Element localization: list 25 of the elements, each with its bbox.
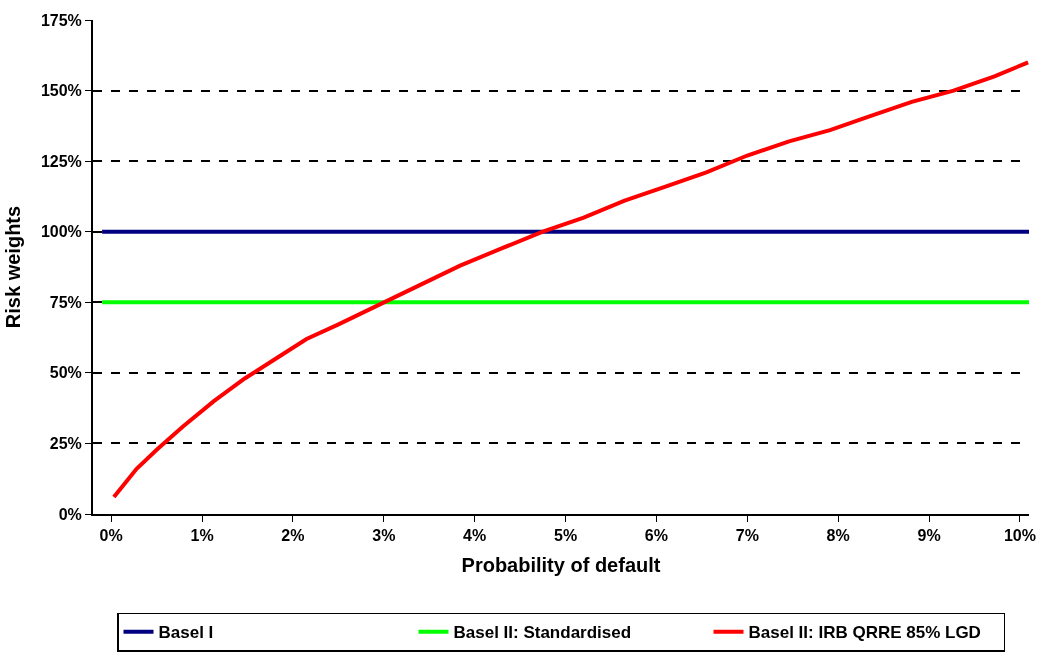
- x-tick-label: 2%: [281, 527, 305, 545]
- y-tick-label: 75%: [49, 293, 82, 311]
- y-tick-label: 125%: [40, 152, 82, 170]
- y-tick-label: 50%: [49, 364, 82, 382]
- y-axis-title: Risk weights: [1, 205, 24, 329]
- x-tick-label: 7%: [735, 527, 759, 545]
- x-tick-label: 0%: [99, 527, 123, 545]
- y-tick-label: 150%: [40, 82, 82, 100]
- x-tick-label: 5%: [553, 527, 578, 545]
- legend-label: Basel II: IRB QRRE 85% LGD: [748, 623, 981, 643]
- x-tick-label: 8%: [826, 527, 850, 545]
- x-tick-label: 3%: [372, 527, 396, 545]
- x-axis-title: Probability of default: [461, 554, 661, 577]
- x-tick-label: 1%: [190, 527, 214, 545]
- y-tick-label: 100%: [40, 223, 82, 241]
- x-tick-label: 4%: [463, 527, 487, 545]
- legend-label: Basel I: [158, 623, 214, 643]
- x-tick-label: 9%: [917, 527, 941, 545]
- x-tick-label: 6%: [644, 527, 668, 545]
- y-tick-label: 25%: [49, 435, 82, 453]
- y-tick-label: 175%: [40, 11, 82, 29]
- x-tick-label: 10%: [1003, 527, 1036, 545]
- line-series: [111, 60, 1029, 500]
- legend-label: Basel II: Standardised: [453, 623, 632, 643]
- y-tick-label: 0%: [58, 505, 82, 523]
